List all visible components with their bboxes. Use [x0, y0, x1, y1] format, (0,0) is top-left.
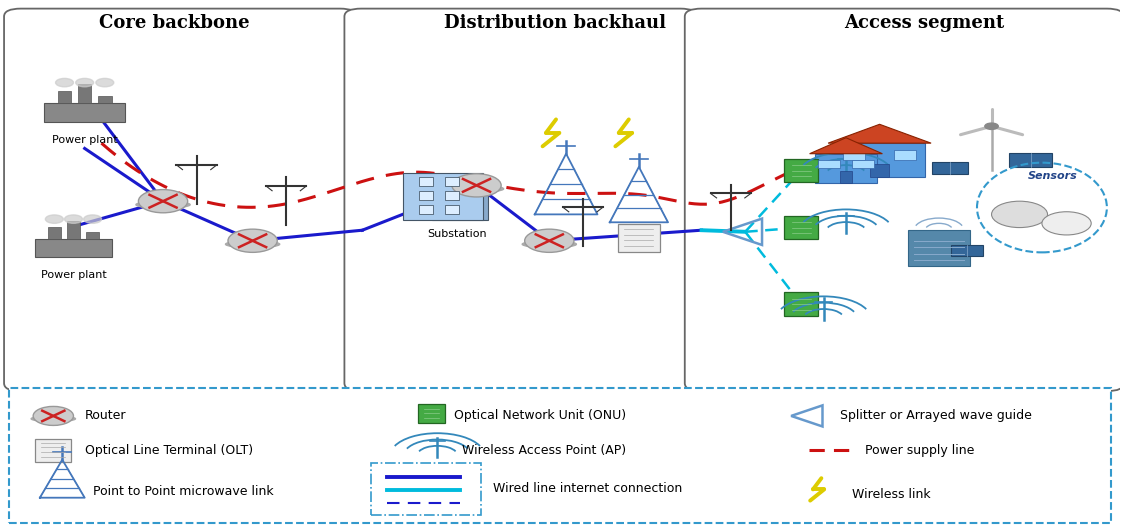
Circle shape — [45, 215, 63, 223]
Text: Sensors: Sensors — [1028, 171, 1078, 181]
Polygon shape — [809, 138, 882, 154]
Circle shape — [525, 229, 574, 252]
Bar — [47, 227, 61, 239]
Bar — [952, 245, 983, 256]
FancyBboxPatch shape — [344, 8, 697, 391]
Bar — [419, 191, 434, 200]
Circle shape — [228, 229, 277, 252]
Text: Power plant: Power plant — [40, 270, 106, 280]
Bar — [840, 171, 852, 183]
Circle shape — [76, 78, 94, 87]
Text: Wireless Access Point (AP): Wireless Access Point (AP) — [462, 444, 627, 457]
Bar — [432, 181, 488, 220]
Circle shape — [65, 215, 83, 223]
Bar — [852, 160, 874, 168]
Bar — [419, 177, 434, 186]
Bar — [815, 154, 877, 183]
Polygon shape — [828, 124, 932, 143]
Text: Splitter or Arrayed wave guide: Splitter or Arrayed wave guide — [841, 409, 1032, 423]
Bar — [99, 96, 111, 103]
Ellipse shape — [136, 201, 191, 208]
Text: Point to Point microwave link: Point to Point microwave link — [93, 485, 274, 498]
Text: Router: Router — [85, 409, 127, 423]
FancyBboxPatch shape — [418, 404, 445, 423]
Bar — [45, 103, 124, 122]
Bar — [445, 205, 460, 214]
Bar — [445, 191, 460, 200]
Bar — [402, 172, 483, 220]
Bar — [86, 232, 100, 239]
Text: Optical Line Terminal (OLT): Optical Line Terminal (OLT) — [85, 444, 253, 457]
Bar — [67, 221, 81, 239]
Bar — [35, 239, 112, 257]
FancyBboxPatch shape — [36, 439, 72, 462]
Bar — [419, 205, 434, 214]
Ellipse shape — [522, 241, 576, 248]
FancyBboxPatch shape — [4, 8, 356, 391]
Bar — [1010, 153, 1051, 167]
Bar — [58, 91, 72, 103]
Bar — [908, 230, 970, 266]
Text: Core backbone: Core backbone — [99, 14, 250, 32]
Text: Access segment: Access segment — [844, 14, 1004, 32]
Bar — [870, 164, 889, 177]
Bar — [834, 143, 926, 177]
Bar — [78, 84, 92, 103]
Text: Wired line internet connection: Wired line internet connection — [493, 482, 683, 495]
FancyBboxPatch shape — [785, 293, 818, 316]
Text: Substation: Substation — [428, 229, 488, 239]
FancyBboxPatch shape — [785, 216, 818, 239]
Bar — [843, 150, 865, 160]
Circle shape — [138, 189, 187, 213]
FancyBboxPatch shape — [9, 388, 1111, 523]
FancyBboxPatch shape — [685, 8, 1121, 391]
Circle shape — [56, 78, 74, 87]
Ellipse shape — [225, 241, 280, 248]
Circle shape — [84, 215, 102, 223]
FancyBboxPatch shape — [785, 159, 818, 182]
Circle shape — [992, 201, 1047, 227]
Circle shape — [34, 406, 74, 425]
Circle shape — [96, 78, 113, 87]
Circle shape — [1041, 212, 1091, 235]
Text: Power supply line: Power supply line — [865, 444, 974, 457]
Text: Distribution backhaul: Distribution backhaul — [444, 14, 666, 32]
Bar — [933, 162, 969, 174]
Text: Optical Network Unit (ONU): Optical Network Unit (ONU) — [454, 409, 627, 423]
FancyBboxPatch shape — [618, 224, 660, 252]
Bar — [817, 160, 840, 168]
Bar — [445, 177, 460, 186]
Bar — [895, 150, 917, 160]
Ellipse shape — [31, 416, 75, 422]
Circle shape — [985, 123, 999, 130]
FancyBboxPatch shape — [371, 463, 481, 515]
Text: Wireless link: Wireless link — [852, 488, 930, 500]
Circle shape — [452, 174, 501, 197]
Text: Power plant: Power plant — [52, 135, 118, 145]
Ellipse shape — [450, 185, 503, 193]
